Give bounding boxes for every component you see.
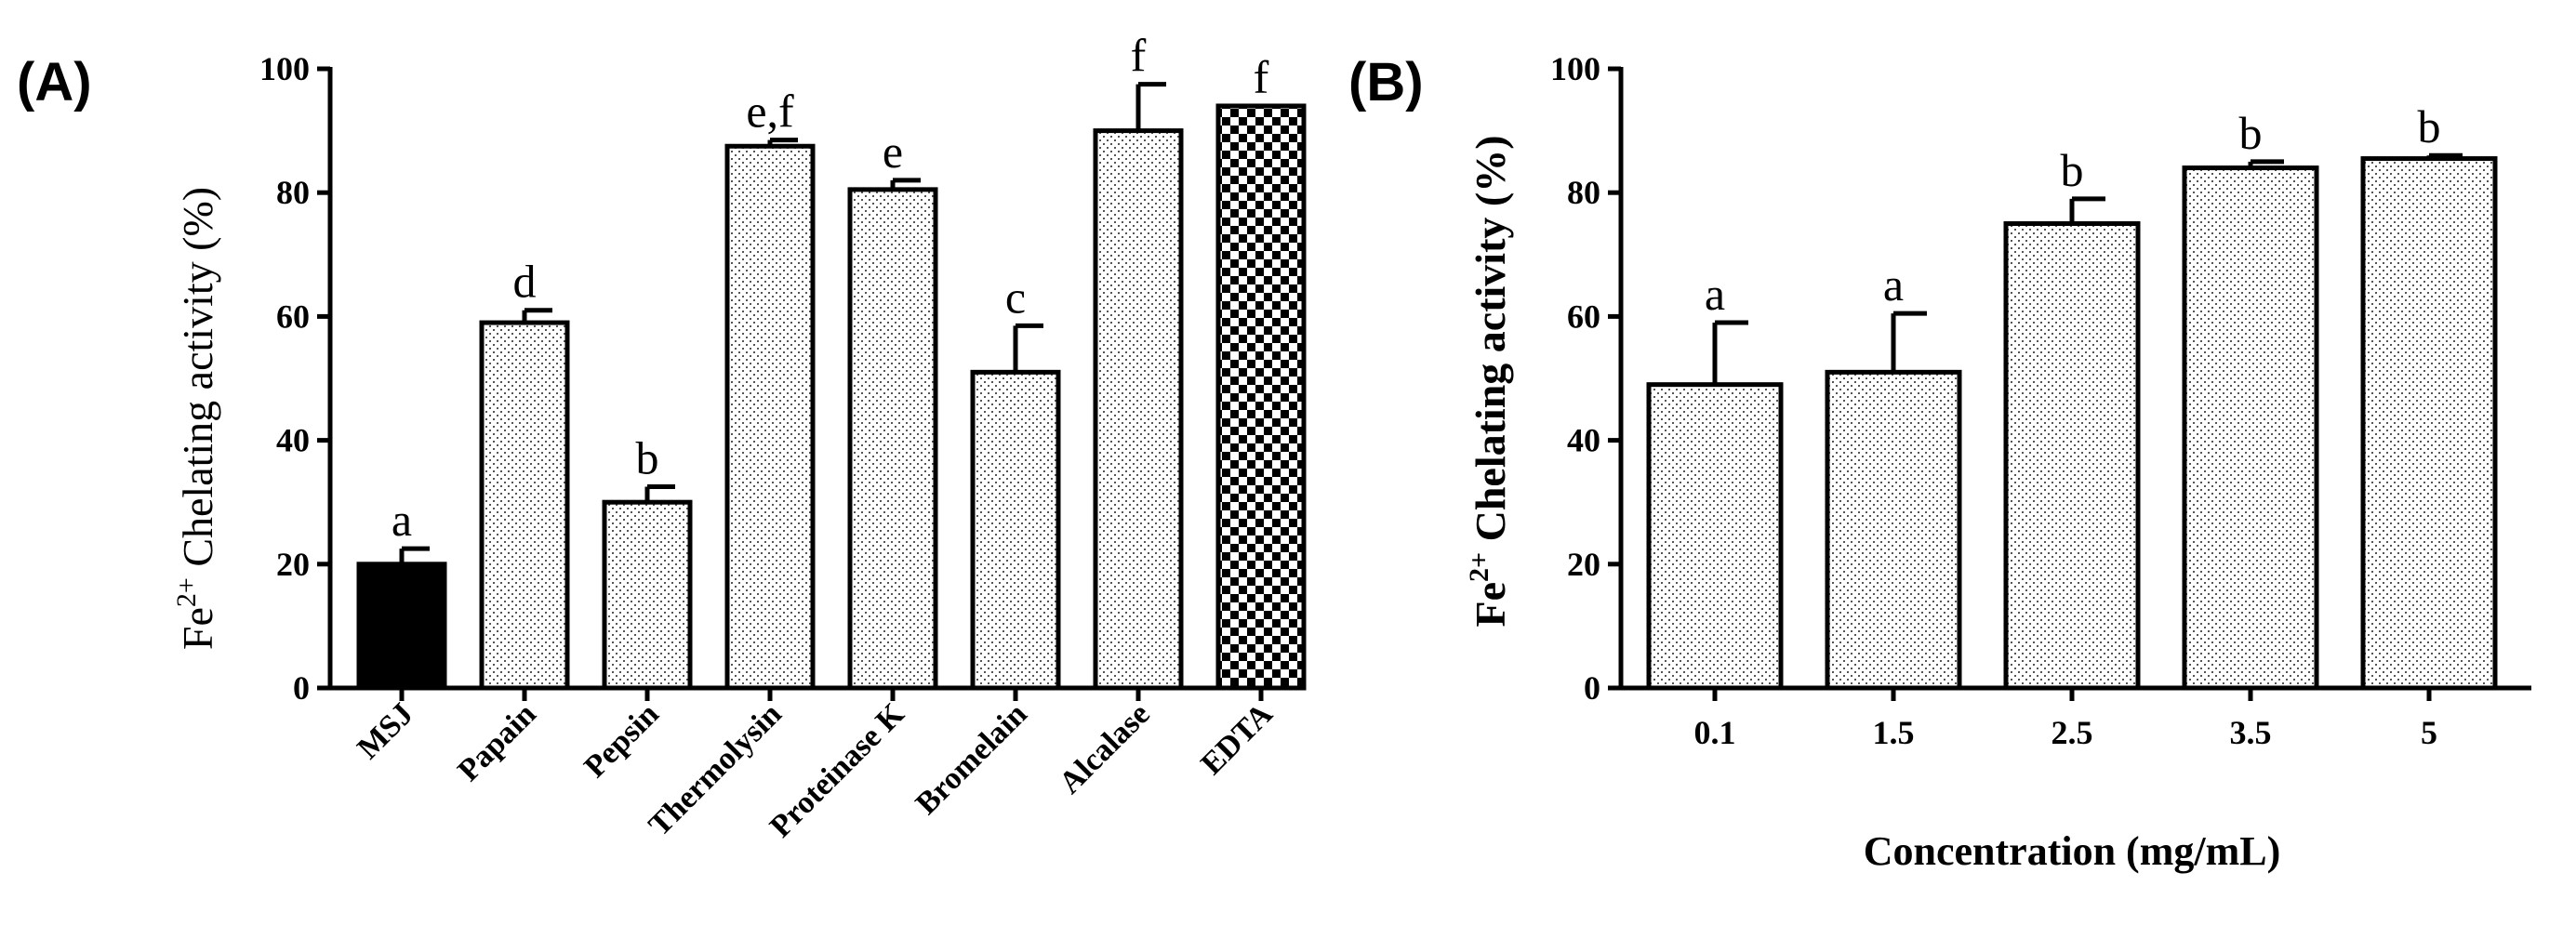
significance-label: a: [1705, 268, 1725, 320]
y-tick-label: 80: [1567, 174, 1600, 211]
significance-label: c: [1005, 271, 1026, 323]
y-tick-label: 100: [259, 50, 310, 87]
x-category-label: Bromelain: [910, 696, 1034, 821]
x-category-label: MSJ: [351, 696, 419, 765]
bar-msj: [356, 562, 447, 691]
bar-3-5: [2182, 165, 2319, 691]
panel-a-label: (A): [17, 52, 92, 112]
x-category-label: 2.5: [2052, 714, 2093, 751]
y-tick-label: 100: [1550, 50, 1600, 87]
significance-label: e: [883, 126, 903, 178]
y-tick-label: 0: [1584, 669, 1600, 707]
y-tick-label: 20: [1567, 546, 1600, 583]
x-category-label: 1.5: [1873, 714, 1915, 751]
panel-b-label: (B): [1348, 52, 1424, 112]
significance-label: f: [1131, 30, 1147, 82]
significance-label: b: [2418, 100, 2441, 152]
panel-a-y-axis-label: Fe2+ Chelating activity (%): [171, 187, 221, 650]
bar-5: [2360, 156, 2498, 691]
y-tick-label: 40: [1567, 422, 1600, 459]
bar-0-1: [1646, 382, 1784, 691]
significance-label: b: [636, 432, 659, 484]
y-tick-label: 40: [276, 422, 310, 459]
bar-alcalase: [1093, 128, 1184, 691]
x-category-label: 5: [2421, 714, 2437, 751]
x-category-label: Papain: [451, 696, 542, 787]
bar-edta: [1215, 103, 1307, 691]
y-tick-label: 20: [276, 546, 310, 583]
panel-b-chart: (B) Fe2+ Chelating activity (%) Concentr…: [1348, 50, 2531, 874]
bar-2-5: [2003, 221, 2141, 691]
significance-label: f: [1254, 51, 1269, 103]
y-tick-label: 0: [293, 669, 310, 707]
bar-thermolysin: [724, 143, 816, 691]
x-category-label: 3.5: [2230, 714, 2272, 751]
bar-1-5: [1825, 369, 1962, 691]
significance-label: a: [392, 494, 412, 546]
y-tick-label: 80: [276, 174, 310, 211]
bar-papain: [479, 320, 570, 691]
bar-proteinase-k: [847, 187, 938, 691]
significance-label: a: [1883, 258, 1904, 311]
y-tick-label: 60: [276, 298, 310, 335]
panel-b-x-axis-label: Concentration (mg/mL): [1864, 828, 2281, 874]
bar-bromelain: [970, 369, 1061, 691]
panel-a-bars: a d b e,f e c f f: [356, 30, 1307, 691]
significance-label: e,f: [746, 86, 794, 138]
panel-b-y-axis-label: Fe2+ Chelating activity (%): [1464, 135, 1514, 627]
x-category-label: 0.1: [1694, 714, 1736, 751]
significance-label: b: [2239, 107, 2263, 159]
x-category-label: EDTA: [1194, 696, 1279, 781]
panel-b-bars: a a b b b: [1646, 100, 2498, 691]
y-tick-label: 60: [1567, 298, 1600, 335]
significance-label: b: [2061, 144, 2084, 196]
x-category-label: Pepsin: [578, 696, 665, 784]
x-category-label: Alcalase: [1053, 696, 1157, 800]
bar-pepsin: [602, 499, 693, 691]
panel-a-chart: (A) Fe2+ Chelating activity (%) 0 20 40 60 8…: [17, 30, 1307, 844]
significance-label: d: [513, 256, 537, 308]
